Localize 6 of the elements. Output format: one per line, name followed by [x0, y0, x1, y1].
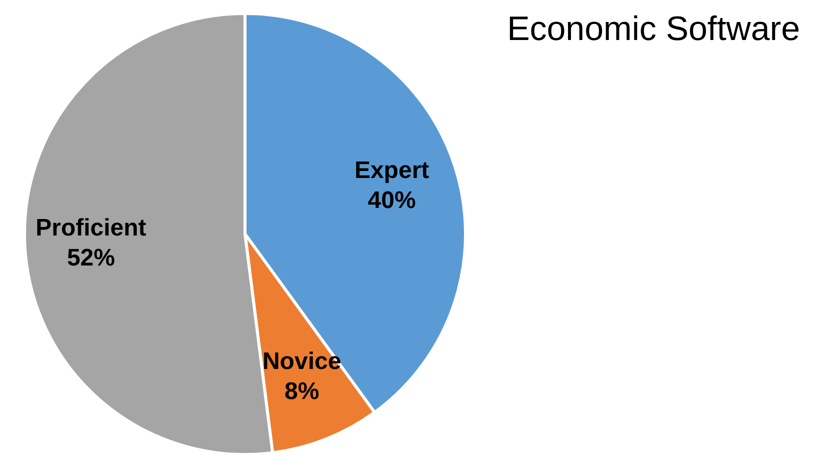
slice-label: Expert	[354, 156, 430, 184]
data-label: 52%	[66, 244, 115, 272]
data-label: 40%	[368, 186, 416, 214]
slice-label: Proficient	[36, 214, 146, 242]
data-label: 8%	[284, 378, 320, 406]
text: Economic Software	[507, 10, 800, 49]
